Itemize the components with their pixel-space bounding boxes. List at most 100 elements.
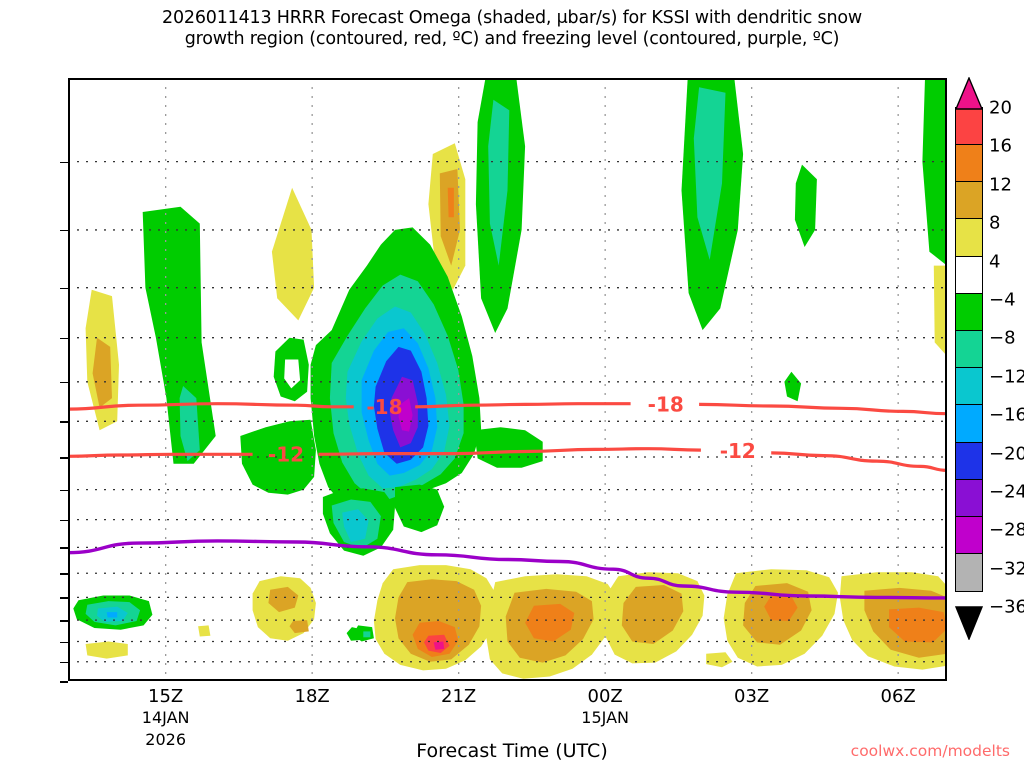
colorbar-segment [955, 181, 983, 220]
y-axis-tick-mark [60, 337, 68, 340]
colorbar-segment [955, 516, 983, 555]
omega-band-yellow [198, 625, 211, 637]
x-axis-year-label: 2026 [145, 730, 187, 749]
x-axis-date-label: 15JAN [581, 708, 630, 727]
y-axis-tick-mark [60, 457, 68, 459]
colorbar-tick-label: 8 [989, 212, 1001, 234]
x-axis-tick-label: 06Z [880, 686, 916, 707]
grid-lines [68, 78, 947, 681]
y-axis-tick-mark [60, 161, 68, 164]
omega-band-light-blue [106, 612, 118, 618]
colorbar-segment [955, 367, 983, 406]
colorbar-segment [955, 255, 983, 295]
omega-band-pink [433, 641, 445, 650]
omega-band-green [922, 78, 947, 266]
title-line-2: growth region (contoured, red, ºC) and f… [184, 29, 840, 49]
omega-band-teal [363, 631, 371, 638]
contour-dendritic-12 [771, 451, 947, 472]
page-title: 2026011413 HRRR Forecast Omega (shaded, … [0, 8, 1024, 50]
plot-area: -18 -18 -12 -12 [68, 78, 947, 681]
contour-dendritic-18 [699, 402, 947, 416]
omega-band-gold [289, 620, 309, 634]
omega-band-green [142, 206, 216, 464]
colorbar-tick-label: −32 [989, 558, 1024, 580]
omega-band-green [240, 419, 316, 495]
contour-label-dendritic-12: -12 [268, 442, 304, 466]
x-axis-tick-label: 00Z [587, 686, 623, 707]
omega-band-gold [268, 586, 299, 613]
title-line-1: 2026011413 HRRR Forecast Omega (shaded, … [162, 8, 862, 28]
contour-dendritic-12 [318, 447, 701, 456]
x-axis-tick-label: 21Z [441, 686, 477, 707]
omega-band-teal [488, 99, 510, 266]
contour-label-dendritic-12: -12 [720, 439, 756, 463]
omega-band-yellow [706, 652, 733, 668]
y-axis-tick-mark [60, 620, 68, 622]
colorbar-tick-label: −28 [989, 519, 1024, 541]
colorbar-tick-label: 4 [989, 251, 1001, 273]
x-axis-tick-label: 15Z [148, 686, 184, 707]
y-axis-tick-mark [60, 489, 68, 492]
x-axis-date-label: 14JAN [141, 708, 190, 727]
y-axis-tick-mark [60, 661, 68, 664]
omega-band-magenta [398, 398, 413, 432]
y-axis-tick-mark [60, 681, 68, 683]
omega-band-white [284, 359, 301, 389]
omega-band-orange [764, 594, 798, 621]
colorbar-tick-label: 20 [989, 97, 1012, 119]
colorbar-segment [955, 106, 983, 146]
omega-band-cyan [342, 509, 369, 542]
y-axis-tick-mark [60, 381, 68, 384]
contour-label-dendritic-18: -18 [366, 395, 402, 419]
colorbar [955, 106, 983, 592]
colorbar-tick-label: −20 [989, 443, 1024, 465]
colorbar-tick-label: 16 [989, 135, 1012, 157]
y-axis-tick-mark [60, 573, 68, 575]
colorbar-tick-label: −8 [989, 327, 1016, 349]
omega-band-orange [889, 607, 947, 643]
y-axis-tick-mark [60, 287, 68, 290]
omega-band-teal [693, 87, 726, 260]
colorbar-over-arrow [954, 76, 984, 110]
colorbar-segment [955, 478, 983, 518]
colorbar-segment [955, 553, 983, 592]
contour-label-dendritic-18: -18 [648, 392, 684, 416]
colorbar-segment [955, 144, 983, 183]
omega-band-orange [525, 603, 575, 642]
omega-band-gold [439, 169, 460, 266]
colorbar-under-arrow [954, 606, 984, 641]
omega-band-green [474, 427, 543, 468]
omega-band-green [784, 371, 802, 402]
y-axis-tick-mark [60, 641, 68, 644]
colorbar-segment [955, 441, 983, 481]
colorbar-segment [955, 404, 983, 443]
omega-band-green [794, 164, 817, 247]
omega-band-yellow [933, 265, 947, 356]
contour-dendritic-18 [415, 402, 631, 409]
colorbar-tick-label: −16 [989, 404, 1024, 426]
y-axis-tick-mark [60, 597, 68, 599]
colorbar-segment [955, 292, 983, 332]
omega-band-yellow [271, 187, 315, 321]
watermark: coolwx.com/modelts [850, 742, 1010, 760]
colorbar-tick-label: −4 [989, 289, 1016, 311]
colorbar-tick-label: −36 [989, 596, 1024, 618]
omega-band-green [395, 484, 445, 533]
colorbar-segment [955, 330, 983, 369]
omega-band-yellow [85, 641, 128, 659]
colorbar-tick-label: 12 [989, 174, 1012, 196]
omega-band-gold [92, 337, 112, 408]
x-axis-tick-label: 18Z [294, 686, 330, 707]
y-axis-tick-mark [60, 519, 68, 522]
omega-shaded-field: -18 -18 -12 -12 [68, 78, 947, 681]
omega-band-orange [447, 187, 454, 218]
omega-band-gold [621, 585, 684, 644]
y-axis-tick-mark [60, 421, 68, 423]
contour-freezing-level [68, 539, 947, 600]
x-axis-title: Forecast Time (UTC) [416, 740, 608, 762]
colorbar-segment [955, 218, 983, 257]
contour-dendritic-18 [68, 402, 354, 411]
colorbar-tick-label: −12 [989, 366, 1024, 388]
y-axis-tick-mark [60, 547, 68, 549]
